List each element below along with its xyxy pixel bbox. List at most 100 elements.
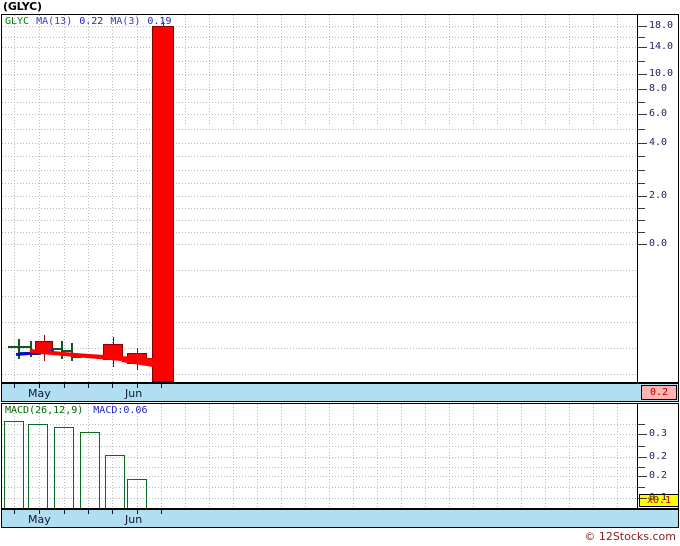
price-date-tick	[88, 384, 89, 388]
macd-legend: MACD(26,12,9) MACD:0.06	[5, 405, 147, 417]
price-hgridline	[2, 322, 637, 323]
candle-open-tick	[51, 348, 62, 350]
macd-date-tick	[112, 510, 113, 514]
candle-close-tick	[18, 352, 29, 354]
candle-open-tick	[61, 350, 72, 352]
price-hgridline	[2, 170, 637, 171]
macd-vgridline	[569, 404, 570, 508]
price-hgridline	[2, 89, 637, 90]
price-date-tick	[161, 384, 162, 388]
price-hgridline	[2, 348, 637, 349]
price-axis-label: 2.0	[649, 190, 668, 201]
macd-histogram-bar	[105, 455, 125, 508]
copyright-notice: © 12Stocks.com	[584, 530, 676, 543]
macd-hgridline	[2, 476, 637, 477]
macd-histogram-bar	[80, 432, 100, 508]
macd-hgridline	[2, 467, 637, 468]
macd-vgridline	[161, 404, 162, 508]
price-vgridline	[377, 15, 378, 125]
price-hgridline	[2, 208, 637, 209]
price-vgridline	[233, 15, 234, 125]
macd-axis-tick	[638, 498, 647, 499]
price-hgridline	[2, 183, 637, 184]
price-date-tick	[112, 384, 113, 388]
price-axis-label: 10.0	[649, 68, 674, 79]
price-vgridline	[305, 15, 306, 125]
legend-ma13-value: 0.22	[79, 16, 104, 27]
price-axis-tick	[638, 244, 647, 245]
macd-axis-tick	[638, 476, 647, 477]
price-vgridline	[401, 15, 402, 125]
macd-axis-minor-tick	[638, 467, 645, 468]
macd-date-tick	[161, 510, 162, 514]
candle-open-tick	[8, 346, 19, 348]
page-title: (GLYC)	[3, 0, 42, 13]
macd-vgridline	[497, 404, 498, 508]
macd-axis-label: 0.1	[649, 492, 668, 503]
macd-vgridline	[112, 404, 113, 508]
macd-vgridline	[64, 404, 65, 508]
price-vgridline	[185, 15, 186, 125]
price-vgridline	[64, 15, 65, 382]
footer: © 12Stocks.com	[0, 529, 680, 546]
macd-vgridline	[305, 404, 306, 508]
macd-axis-minor-tick	[638, 424, 645, 425]
price-axis-tick	[638, 114, 647, 115]
candle-close-tick	[61, 354, 72, 356]
price-vgridline	[617, 15, 618, 125]
macd-date-tick	[137, 510, 138, 514]
macd-vgridline	[377, 404, 378, 508]
macd-date-tick	[39, 510, 40, 514]
price-hgridline	[2, 196, 637, 197]
macd-hgridline	[2, 434, 637, 435]
macd-vgridline	[233, 404, 234, 508]
price-axis-minor-tick	[638, 220, 645, 221]
price-vgridline	[257, 15, 258, 125]
price-axis-tick	[638, 47, 647, 48]
price-vgridline	[569, 15, 570, 125]
macd-histogram-bar	[127, 479, 147, 508]
price-plot-area[interactable]: GLYC MA(13) 0.22 MA(3) 0.19	[1, 14, 637, 383]
price-axis-label: 14.0	[649, 41, 674, 52]
macd-axis-label: 0.2	[649, 451, 668, 462]
price-hgridline	[2, 220, 637, 221]
macd-vgridline	[185, 404, 186, 508]
price-y-axis: 18.0 14.0 10.0 8.0 6.0 4.0 2.0 0.0	[637, 14, 679, 383]
macd-vgridline	[401, 404, 402, 508]
candle-close-tick	[30, 353, 41, 355]
price-vgridline	[14, 15, 15, 382]
macd-vgridline	[473, 404, 474, 508]
macd-axis-minor-tick	[638, 487, 645, 488]
macd-histogram-bar	[28, 424, 48, 508]
candle-wick	[18, 339, 20, 359]
macd-vgridline	[449, 404, 450, 508]
price-axis-minor-tick	[638, 129, 645, 130]
price-axis-tick	[638, 89, 647, 90]
price-vgridline	[137, 15, 138, 382]
macd-plot-area[interactable]: MACD(26,12,9) MACD:0.06	[1, 403, 637, 509]
price-panel: GLYC MA(13) 0.22 MA(3) 0.19 18.0 14.0 10.0 8.0 6…	[0, 14, 680, 383]
macd-vgridline	[521, 404, 522, 508]
macd-hgridline	[2, 487, 637, 488]
price-hgridline	[2, 156, 637, 157]
macd-y-axis: x0.1 0.3 0.2 0.2 0.1	[637, 403, 679, 509]
price-vgridline	[425, 15, 426, 125]
last-price-badge: 0.2	[641, 385, 677, 400]
macd-vgridline	[329, 404, 330, 508]
macd-axis-tick	[638, 434, 647, 435]
price-axis-minor-tick	[638, 208, 645, 209]
price-hgridline	[2, 244, 637, 245]
price-axis-tick	[638, 74, 647, 75]
candle-wick	[71, 343, 73, 361]
candle-close-tick	[71, 356, 82, 358]
price-hgridline	[2, 26, 637, 27]
price-axis-label: 4.0	[649, 137, 668, 148]
price-hgridline	[2, 74, 637, 75]
price-hgridline	[2, 270, 637, 271]
price-date-tick	[14, 384, 15, 388]
macd-date-tick	[88, 510, 89, 514]
price-hgridline	[2, 102, 637, 103]
macd-legend-value: MACD:0.06	[93, 405, 148, 416]
candle-body	[103, 344, 123, 360]
price-vgridline	[473, 15, 474, 125]
